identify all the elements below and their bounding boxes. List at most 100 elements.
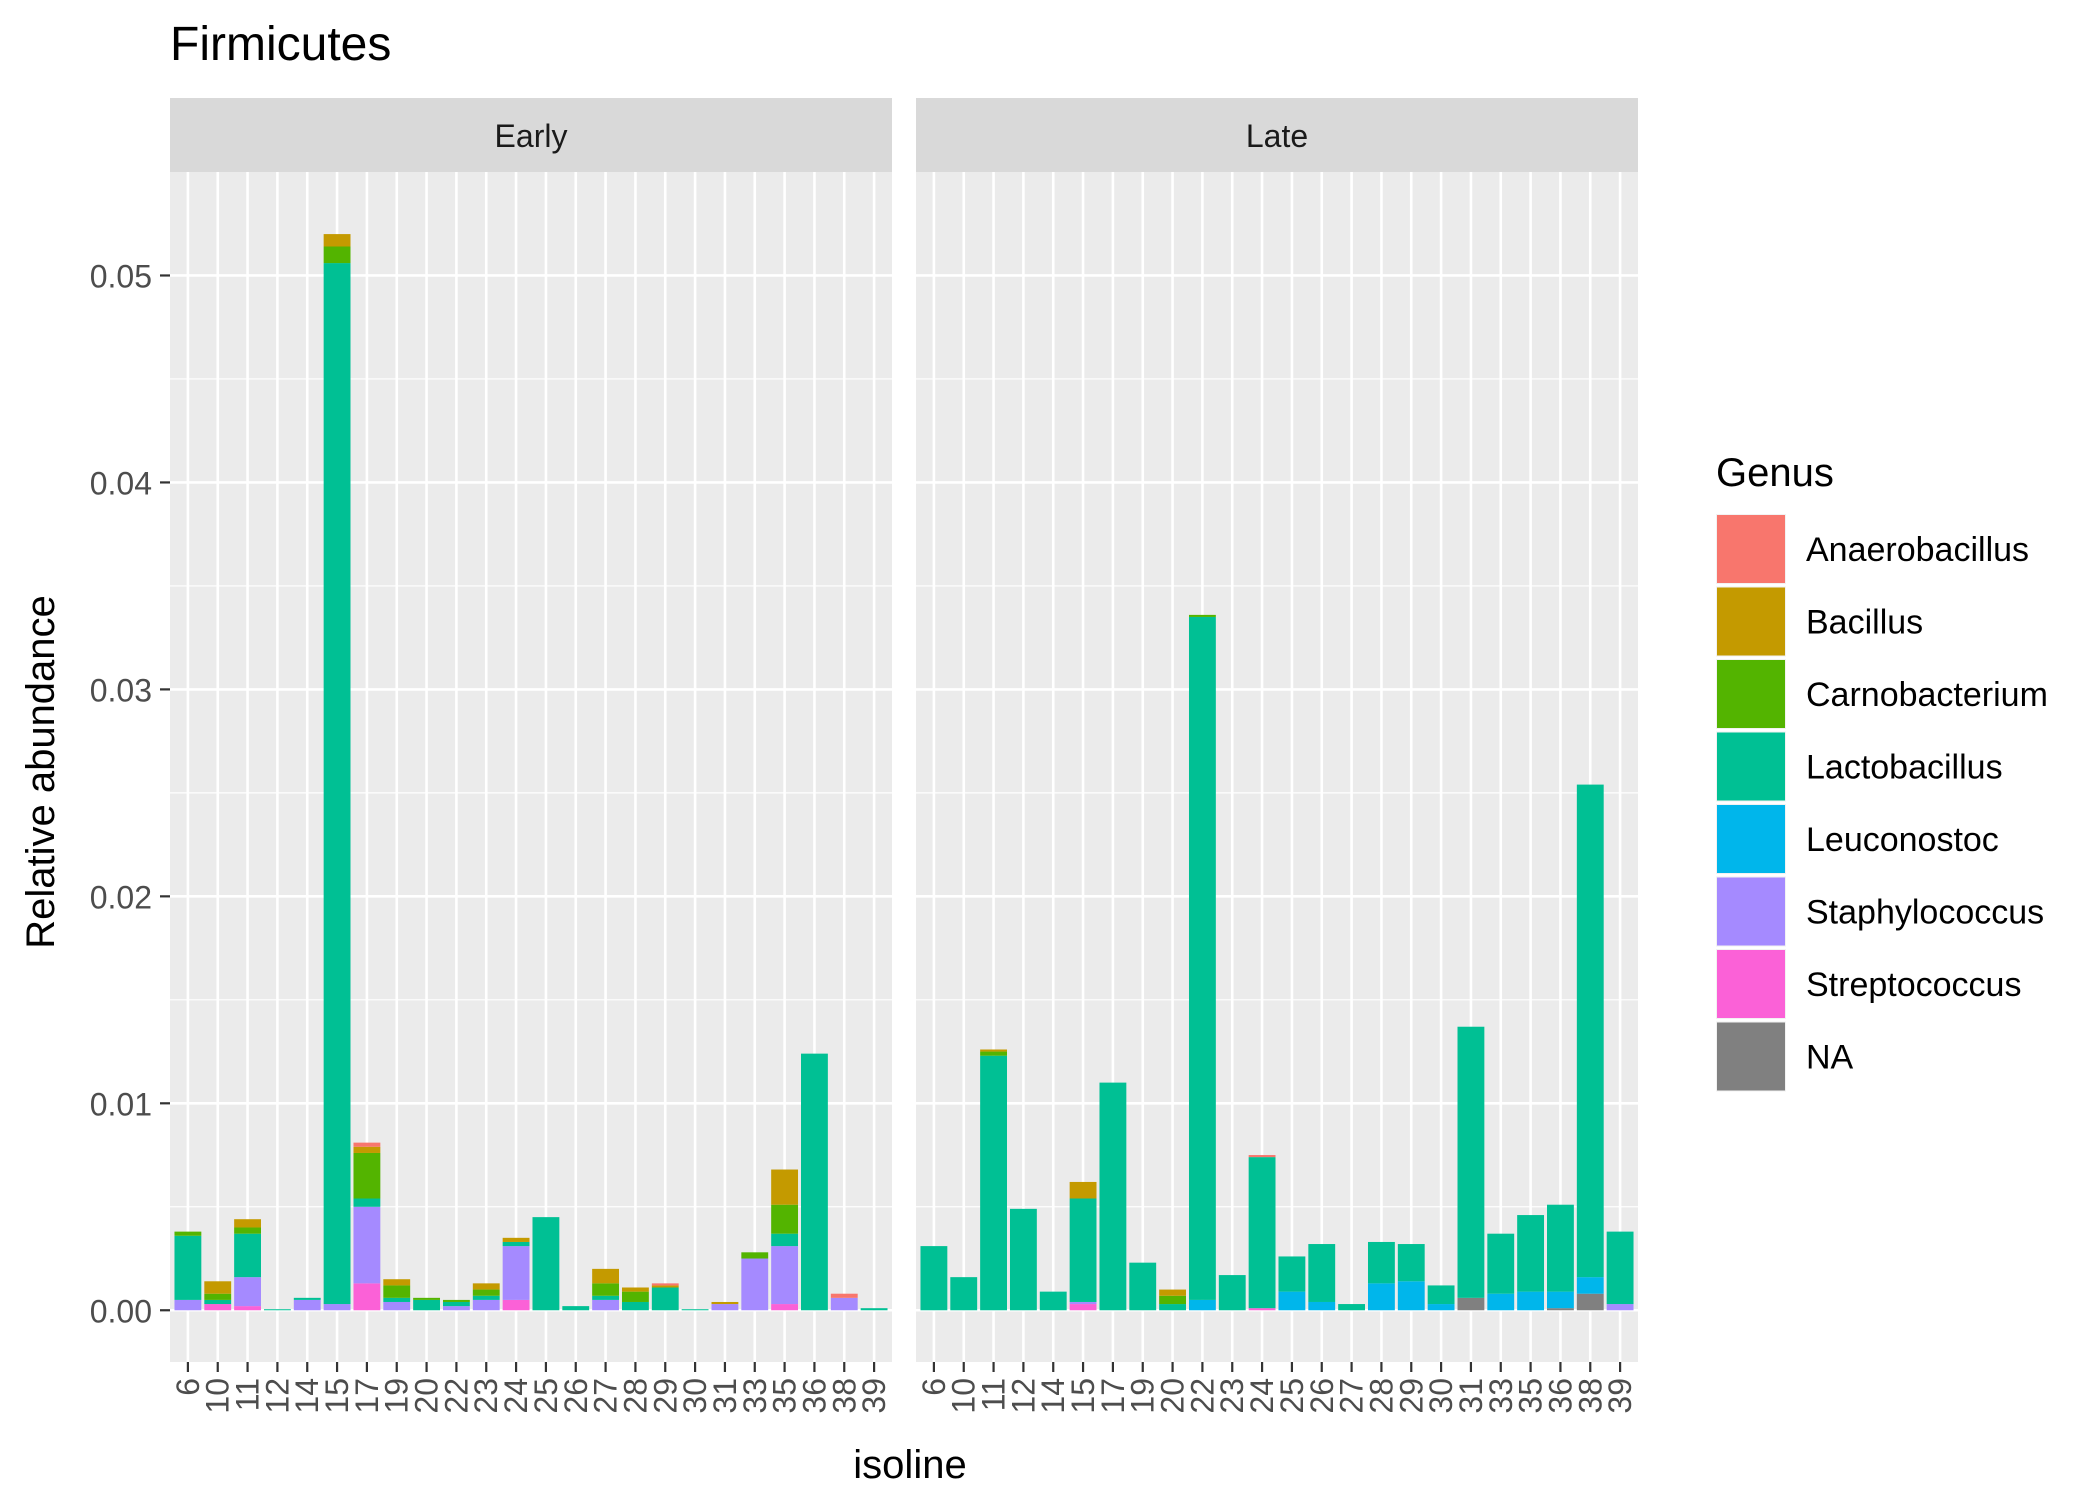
bar-segment-lactobacillus xyxy=(1397,1244,1425,1282)
x-tick-label: 36 xyxy=(796,1378,832,1414)
bar-stack-28 xyxy=(621,1287,649,1311)
panels-layer: 0.000.010.020.030.040.05Early61011121415… xyxy=(90,98,1638,1414)
x-tick-label: 26 xyxy=(558,1378,594,1414)
x-tick-label: 22 xyxy=(438,1378,474,1414)
bar-segment-lactobacillus xyxy=(1338,1304,1366,1311)
panel-background xyxy=(916,172,1638,1362)
bar-stack-10 xyxy=(204,1281,232,1311)
bar-segment-bacillus xyxy=(621,1287,649,1292)
bar-segment-leuconostoc xyxy=(1487,1293,1515,1311)
bar-segment-leuconostoc xyxy=(1547,1291,1574,1309)
bar-segment-lactobacillus xyxy=(592,1295,620,1300)
bar-segment-lactobacillus xyxy=(1129,1262,1157,1311)
bar-segment-lactobacillus xyxy=(771,1233,799,1247)
bar-stack-12 xyxy=(263,1309,291,1311)
bar-segment-bacillus xyxy=(1069,1181,1097,1199)
bar-segment-staphylococcus xyxy=(1069,1301,1097,1305)
bar-segment-anaerobacillus xyxy=(830,1293,858,1298)
facet-strip-label: Early xyxy=(495,118,568,154)
bar-segment-carnobacterium xyxy=(323,246,351,264)
bar-stack-29 xyxy=(1397,1244,1425,1311)
bar-stack-27 xyxy=(592,1268,620,1311)
bar-stack-33 xyxy=(1487,1233,1515,1311)
bar-segment-lactobacillus xyxy=(1009,1208,1037,1311)
x-tick-label: 15 xyxy=(319,1378,355,1414)
legend: Anaerobacillus Bacillus Carnobacterium Lact… xyxy=(1716,514,2048,1092)
bar-stack-11 xyxy=(980,1049,1007,1311)
bar-stack-31 xyxy=(711,1301,739,1311)
bar-segment-lactobacillus xyxy=(1547,1204,1574,1292)
bar-segment-bacillus xyxy=(323,234,351,247)
bar-segment-anaerobacillus xyxy=(1248,1155,1276,1158)
x-tick-label: 20 xyxy=(1155,1378,1191,1414)
bar-segment-anaerobacillus xyxy=(353,1142,381,1147)
bar-segment-bacillus xyxy=(980,1049,1007,1052)
legend-item-streptococcus: Streptococcus xyxy=(1716,949,2021,1019)
bar-stack-19 xyxy=(383,1279,411,1311)
x-tick-label: 36 xyxy=(1542,1378,1578,1414)
bar-segment-leuconostoc xyxy=(1188,1299,1216,1311)
bar-stack-26 xyxy=(562,1306,590,1311)
bar-stack-20 xyxy=(1159,1289,1187,1311)
bar-stack-39 xyxy=(860,1308,888,1311)
y-tick-label: 0.03 xyxy=(90,672,152,708)
bar-segment-lactobacillus xyxy=(174,1235,202,1300)
bar-segment-staphylococcus xyxy=(353,1206,381,1284)
x-tick-label: 22 xyxy=(1184,1378,1220,1414)
bar-segment-streptococcus xyxy=(353,1283,381,1311)
bar-segment-lactobacillus xyxy=(1487,1233,1515,1294)
bar-segment-lactobacillus xyxy=(234,1233,261,1278)
x-tick-label: 23 xyxy=(468,1378,504,1414)
y-tick-label: 0.05 xyxy=(90,258,152,294)
bar-segment-staphylococcus xyxy=(1606,1304,1634,1311)
bar-stack-14 xyxy=(293,1297,321,1311)
x-tick-label: 30 xyxy=(1423,1378,1459,1414)
x-tick-label: 29 xyxy=(647,1378,683,1414)
bar-segment-staphylococcus xyxy=(174,1299,202,1311)
bar-segment-leuconostoc xyxy=(1517,1291,1545,1311)
x-tick-label: 25 xyxy=(1274,1378,1310,1414)
x-tick-label: 39 xyxy=(856,1378,892,1414)
bar-stack-20 xyxy=(413,1297,441,1311)
bar-segment-leuconostoc xyxy=(1308,1301,1336,1311)
x-tick-label: 23 xyxy=(1214,1378,1250,1414)
bar-segment-carnobacterium xyxy=(383,1285,411,1298)
bar-stack-33 xyxy=(741,1252,769,1311)
bar-stack-30 xyxy=(1427,1285,1455,1311)
bar-segment-lactobacillus xyxy=(442,1301,470,1307)
x-tick-label: 28 xyxy=(617,1378,653,1414)
bar-segment-lactobacillus xyxy=(204,1299,232,1305)
bar-stack-24 xyxy=(502,1237,530,1311)
bar-stack-15 xyxy=(1069,1181,1097,1311)
bar-segment-carnobacterium xyxy=(353,1152,381,1199)
bar-segment-lactobacillus xyxy=(1039,1291,1067,1311)
x-tick-label: 29 xyxy=(1393,1378,1429,1414)
bar-segment-lactobacillus xyxy=(293,1297,321,1300)
x-tick-label: 19 xyxy=(379,1378,415,1414)
legend-swatch xyxy=(1717,805,1785,873)
bar-segment-lactobacillus xyxy=(1188,616,1216,1300)
panel-background xyxy=(170,172,892,1362)
bar-stack-14 xyxy=(1039,1291,1067,1311)
bar-segment-lactobacillus xyxy=(1367,1241,1395,1284)
bar-segment-bacillus xyxy=(204,1281,232,1294)
bar-segment-staphylococcus xyxy=(323,1304,351,1311)
bar-segment-lactobacillus xyxy=(1278,1256,1306,1292)
x-tick-label: 38 xyxy=(1572,1378,1608,1414)
bar-segment-lactobacillus xyxy=(1069,1198,1097,1302)
bar-stack-6 xyxy=(920,1246,948,1311)
bar-segment-lactobacillus xyxy=(1099,1082,1127,1311)
bar-segment-lactobacillus xyxy=(920,1246,948,1311)
legend-title: Genus xyxy=(1716,451,1834,495)
bar-segment-bacillus xyxy=(771,1169,799,1205)
y-tick-label: 0.01 xyxy=(90,1086,152,1122)
bar-segment-lactobacillus xyxy=(860,1308,888,1311)
x-tick-label: 39 xyxy=(1602,1378,1638,1414)
x-tick-label: 25 xyxy=(528,1378,564,1414)
bar-segment-lactobacillus xyxy=(621,1301,649,1311)
bar-segment-streptococcus xyxy=(502,1299,530,1311)
bar-stack-23 xyxy=(472,1283,500,1311)
bar-segment-carnobacterium xyxy=(741,1252,769,1259)
bar-segment-bacillus xyxy=(651,1285,679,1288)
